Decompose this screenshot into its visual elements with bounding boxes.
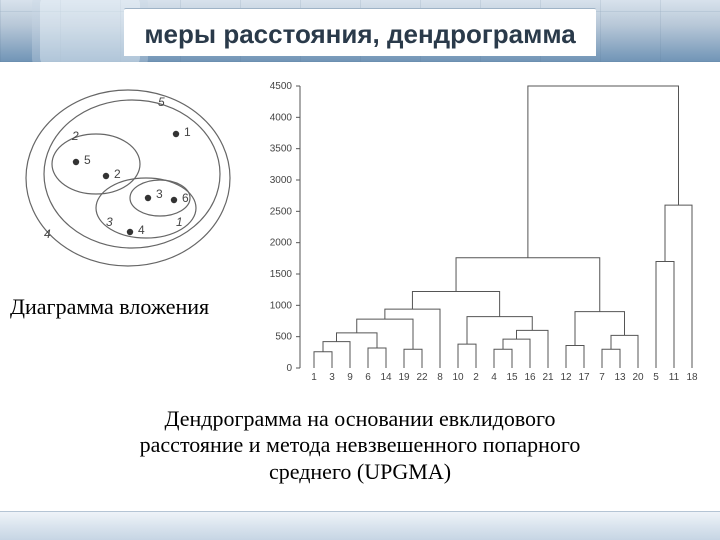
svg-text:3: 3: [156, 187, 163, 201]
svg-text:6: 6: [365, 372, 371, 383]
svg-text:4: 4: [491, 372, 497, 383]
svg-text:13: 13: [614, 372, 626, 383]
svg-text:2500: 2500: [270, 206, 293, 217]
svg-text:2: 2: [71, 129, 79, 143]
svg-text:2000: 2000: [270, 238, 293, 249]
svg-text:3500: 3500: [270, 144, 293, 155]
svg-text:1500: 1500: [270, 269, 293, 280]
svg-text:11: 11: [669, 372, 680, 383]
svg-text:9: 9: [347, 372, 353, 383]
caption-line-1: Дендрограмма на основании евклидового: [0, 406, 720, 432]
svg-text:4: 4: [44, 227, 51, 241]
svg-text:2: 2: [473, 372, 479, 383]
footer-bar: [0, 511, 720, 540]
svg-text:1: 1: [184, 125, 191, 139]
svg-text:1000: 1000: [270, 300, 293, 311]
svg-text:0: 0: [286, 363, 292, 374]
venn-caption: Диаграмма вложения: [10, 294, 209, 320]
page-title: меры расстояния, дендрограмма: [124, 8, 595, 56]
svg-text:17: 17: [578, 372, 590, 383]
svg-text:4000: 4000: [270, 112, 293, 123]
svg-text:15: 15: [506, 372, 518, 383]
svg-text:14: 14: [380, 372, 392, 383]
svg-text:18: 18: [686, 372, 698, 383]
svg-text:5: 5: [84, 153, 91, 167]
svg-text:10: 10: [452, 372, 464, 383]
caption-line-2: расстояние и метода невзвешенного попарн…: [0, 432, 720, 458]
svg-text:20: 20: [632, 372, 644, 383]
svg-text:1: 1: [311, 372, 317, 383]
svg-text:19: 19: [398, 372, 410, 383]
svg-text:1: 1: [176, 215, 183, 229]
svg-text:21: 21: [542, 372, 554, 383]
svg-text:4500: 4500: [270, 81, 293, 92]
bottom-caption: Дендрограмма на основании евклидового ра…: [0, 406, 720, 485]
svg-text:12: 12: [560, 372, 572, 383]
svg-text:3: 3: [329, 372, 335, 383]
venn-diagram: 45231123456: [18, 78, 238, 268]
svg-text:8: 8: [437, 372, 443, 383]
svg-text:16: 16: [524, 372, 536, 383]
caption-line-3: среднего (UPGMA): [0, 459, 720, 485]
svg-text:500: 500: [275, 332, 292, 343]
svg-text:2: 2: [114, 167, 121, 181]
svg-text:5: 5: [158, 95, 165, 109]
svg-text:5: 5: [653, 372, 659, 383]
content-area: 45231123456 Диаграмма вложения 050010001…: [0, 62, 720, 472]
svg-text:4: 4: [138, 223, 145, 237]
svg-text:22: 22: [416, 372, 428, 383]
dendrogram: 0500100015002000250030003500400045001396…: [256, 72, 708, 394]
svg-text:3: 3: [106, 215, 113, 229]
svg-text:7: 7: [599, 372, 605, 383]
svg-text:3000: 3000: [270, 175, 293, 186]
svg-text:6: 6: [182, 191, 189, 205]
